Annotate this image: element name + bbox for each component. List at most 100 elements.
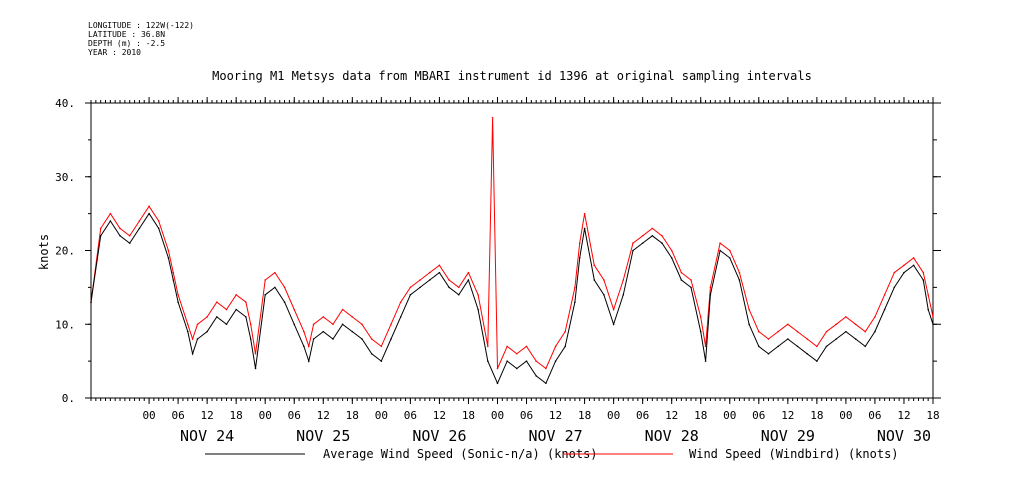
- data-point: [283, 301, 286, 303]
- data-point: [274, 271, 276, 274]
- data-point: [491, 116, 494, 119]
- data-point: [554, 345, 557, 348]
- x-tick-label: 06: [868, 409, 881, 422]
- data-point: [757, 345, 760, 348]
- data-point: [457, 293, 460, 296]
- data-point: [138, 220, 141, 222]
- x-tick-label: 00: [839, 409, 852, 422]
- series-group: [90, 116, 934, 385]
- data-point: [574, 301, 576, 303]
- data-point: [90, 301, 92, 303]
- data-point: [680, 279, 683, 281]
- data-point: [177, 293, 179, 296]
- data-point: [564, 345, 567, 348]
- data-point: [845, 316, 847, 318]
- data-point: [927, 308, 929, 311]
- data-point: [699, 330, 702, 333]
- x-tick-label: 00: [607, 409, 620, 422]
- data-point: [206, 330, 208, 333]
- data-point: [235, 293, 237, 296]
- data-point: [172, 279, 175, 281]
- data-point: [196, 323, 199, 326]
- data-point: [545, 367, 547, 370]
- data-point: [864, 330, 867, 333]
- x-tick-label: 00: [491, 409, 504, 422]
- data-point: [612, 323, 615, 326]
- x-tick-label: 06: [404, 409, 417, 422]
- data-point: [119, 227, 121, 230]
- data-point: [496, 382, 499, 385]
- y-axis: 0. 10. 20. 30. 40.: [55, 97, 941, 405]
- x-tick-label: 00: [259, 409, 272, 422]
- x-tick-label: 18: [810, 409, 823, 422]
- data-point: [196, 338, 199, 340]
- longitude-text: LONGITUDE : 122W(-122): [88, 21, 194, 30]
- data-point: [864, 345, 867, 348]
- data-point: [380, 360, 383, 362]
- data-point: [206, 316, 208, 318]
- data-point: [835, 323, 838, 326]
- data-point: [419, 279, 421, 281]
- x-tick-label: 00: [142, 409, 155, 422]
- data-point: [448, 279, 450, 281]
- data-point: [806, 352, 808, 355]
- data-point: [651, 227, 654, 230]
- data-point: [109, 212, 112, 215]
- data-point: [99, 234, 102, 237]
- data-point: [661, 242, 663, 244]
- data-point: [651, 234, 654, 237]
- data-point: [235, 308, 237, 311]
- data-point: [545, 382, 547, 385]
- data-point: [680, 271, 683, 274]
- data-point: [245, 301, 247, 303]
- data-point: [748, 323, 750, 326]
- data-point: [893, 271, 896, 274]
- data-point: [307, 360, 310, 362]
- data-point: [535, 375, 537, 377]
- data-point: [883, 308, 886, 311]
- x-tick-label: 12: [665, 409, 678, 422]
- data-point: [728, 257, 731, 259]
- data-point: [216, 316, 218, 318]
- y-tick-label: 40.: [55, 97, 75, 110]
- data-point: [409, 286, 412, 289]
- data-point: [893, 286, 896, 289]
- data-point: [167, 257, 170, 259]
- y-tick-label: 10.: [55, 318, 75, 331]
- data-point: [603, 279, 605, 281]
- data-point: [525, 345, 528, 348]
- data-point: [467, 279, 470, 281]
- x-tick-label: 18: [230, 409, 243, 422]
- data-point: [903, 264, 905, 267]
- data-point: [564, 330, 567, 333]
- data-point: [796, 330, 799, 333]
- series-line-0: [90, 212, 934, 385]
- data-point: [719, 242, 721, 244]
- data-point: [767, 352, 770, 355]
- data-point: [641, 234, 644, 237]
- data-point: [370, 338, 373, 340]
- data-point: [225, 323, 228, 326]
- data-point: [274, 286, 276, 289]
- data-point: [467, 271, 470, 274]
- data-point: [622, 293, 625, 296]
- data-point: [399, 316, 402, 318]
- data-point: [191, 352, 194, 355]
- data-point: [932, 323, 934, 326]
- data-point: [249, 338, 252, 340]
- data-point: [583, 212, 586, 215]
- data-point: [912, 264, 915, 267]
- x-tick-label: 12: [317, 409, 330, 422]
- data-point: [293, 323, 296, 326]
- data-point: [903, 271, 905, 274]
- x-tick-label: 12: [897, 409, 910, 422]
- data-point: [322, 330, 325, 333]
- data-point: [380, 345, 383, 348]
- data-point: [390, 338, 392, 340]
- x-axis: 00 06 12 18 00 06 12 18 00 06 12 18 00 06 12 18 00 06 12 18…: [90, 97, 940, 445]
- data-point: [148, 212, 150, 215]
- data-point: [922, 271, 925, 274]
- y-tick-label: 20.: [55, 245, 75, 258]
- data-point: [157, 227, 160, 230]
